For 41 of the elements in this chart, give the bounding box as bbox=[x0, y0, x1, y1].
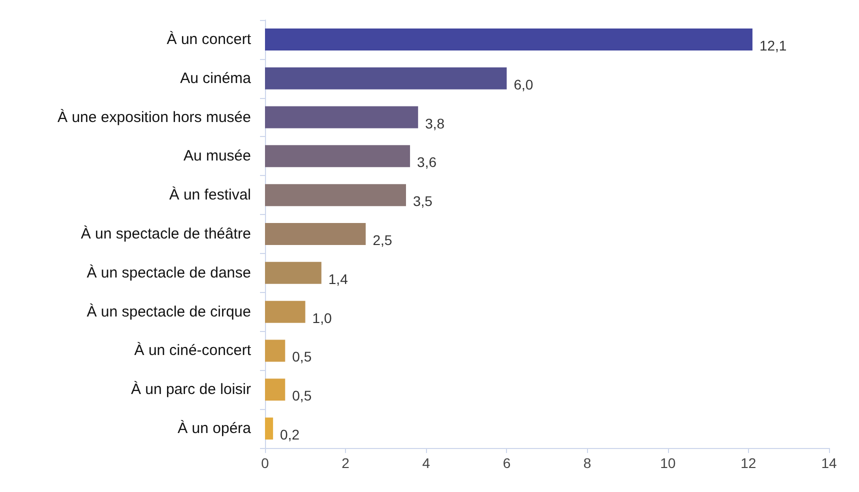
data-label: 0,5 bbox=[292, 388, 312, 404]
bar bbox=[265, 340, 286, 362]
y-tick-label: À un festival bbox=[169, 186, 251, 204]
bar bbox=[265, 28, 752, 50]
data-label: 3,8 bbox=[425, 115, 445, 132]
x-tick-label: 14 bbox=[821, 455, 837, 471]
y-tick-label: À une exposition hors musée bbox=[58, 108, 251, 126]
bar bbox=[265, 106, 418, 128]
bar bbox=[265, 262, 322, 284]
y-tick-label: Au cinéma bbox=[180, 70, 252, 87]
x-tick-label: 8 bbox=[583, 455, 592, 471]
data-label: 6,0 bbox=[514, 76, 534, 92]
x-tick-label: 4 bbox=[422, 455, 430, 471]
data-label: 1,0 bbox=[312, 310, 332, 326]
bar bbox=[265, 300, 306, 323]
x-tick-label: 10 bbox=[660, 455, 676, 471]
x-tick-label: 12 bbox=[740, 455, 756, 471]
bar bbox=[265, 223, 366, 245]
y-tick-label: Au musée bbox=[183, 148, 251, 165]
bar bbox=[265, 184, 406, 206]
data-label: 3,6 bbox=[417, 154, 437, 170]
x-tick-label: 2 bbox=[342, 455, 350, 471]
data-label: 0,5 bbox=[292, 348, 312, 365]
bar bbox=[265, 418, 274, 440]
bar bbox=[265, 378, 286, 401]
data-label: 12,1 bbox=[759, 37, 787, 54]
x-tick-label: 0 bbox=[261, 455, 270, 471]
y-tick-label: À un spectacle de cirque bbox=[86, 302, 251, 320]
x-tick-label: 6 bbox=[502, 455, 511, 471]
data-label: 3,5 bbox=[413, 193, 433, 210]
y-tick-label: À un ciné-concert bbox=[134, 341, 252, 360]
bar bbox=[265, 67, 507, 90]
data-label: 1,4 bbox=[328, 270, 348, 287]
y-tick-label: À un parc de loisir bbox=[130, 380, 251, 398]
y-tick-label: À un spectacle de danse bbox=[86, 263, 251, 282]
data-label: 0,2 bbox=[280, 426, 300, 443]
data-label: 2,5 bbox=[372, 232, 392, 248]
y-tick-label: À un concert bbox=[166, 30, 252, 48]
y-tick-label: À un spectacle de théâtre bbox=[80, 224, 251, 242]
y-tick-label: À un opéra bbox=[178, 419, 252, 438]
bar bbox=[265, 145, 410, 168]
